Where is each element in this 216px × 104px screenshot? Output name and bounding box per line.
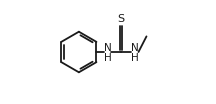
Text: N: N: [131, 43, 138, 53]
Text: N: N: [104, 43, 111, 53]
Text: H: H: [131, 53, 138, 63]
Text: S: S: [118, 14, 125, 24]
Text: H: H: [104, 53, 111, 63]
